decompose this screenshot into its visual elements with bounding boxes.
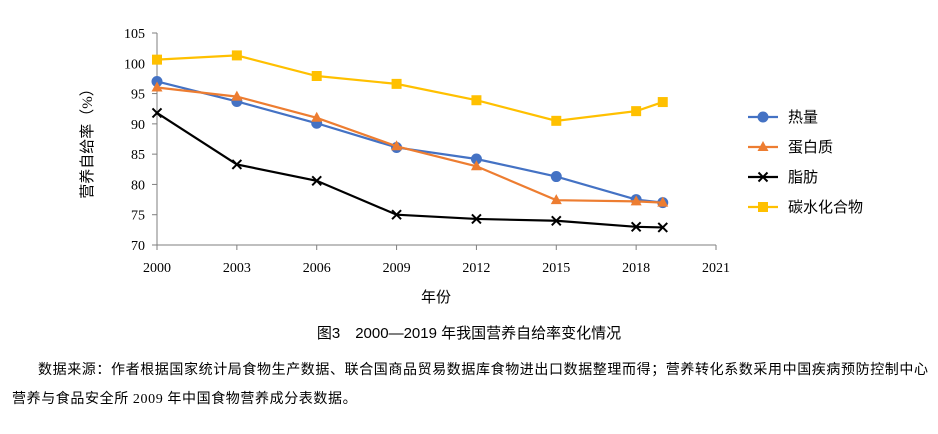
legend-marker — [758, 202, 768, 212]
y-tick-label: 95 — [131, 88, 145, 103]
data-point — [231, 90, 243, 101]
series-3 — [152, 50, 668, 126]
y-tick-label: 105 — [124, 27, 145, 42]
x-axis-label: 年份 — [421, 289, 451, 306]
series-1 — [151, 81, 669, 207]
data-point — [231, 50, 242, 61]
legend-marker — [757, 111, 769, 123]
legend-marker — [757, 141, 769, 151]
legend-item: 蛋白质 — [748, 139, 833, 156]
y-axis-label: 营养自给率（%） — [79, 81, 96, 199]
source-note-text: 数据来源：作者根据国家统计局食物生产数据、联合国商品贸易数据库食物进出口数据整理… — [12, 363, 929, 407]
data-point — [657, 196, 669, 207]
data-point — [391, 140, 403, 151]
series-2 — [151, 107, 668, 233]
data-point — [151, 81, 163, 92]
chart-axes — [156, 33, 716, 246]
data-point — [551, 115, 562, 126]
source-note: 数据来源：作者根据国家统计局食物生产数据、联合国商品贸易数据库食物进出口数据整理… — [12, 356, 932, 414]
y-tick-label: 80 — [131, 178, 145, 193]
data-point — [470, 160, 482, 171]
legend-label: 碳水化合物 — [788, 199, 863, 216]
data-point — [152, 54, 162, 65]
x-tick-label: 2015 — [542, 261, 570, 276]
x-tick-label: 2000 — [143, 261, 171, 276]
line-chart: 70 75 80 85 90 95 100 105 2000 2003 2006 2009 2012 20… — [79, 27, 863, 306]
legend-item: 碳水化合物 — [748, 199, 863, 216]
data-point — [631, 106, 642, 117]
chart-series — [151, 50, 669, 233]
series-line — [156, 112, 663, 229]
x-tick-label: 2012 — [462, 261, 490, 276]
x-tick-label: 2003 — [223, 261, 251, 276]
figure-caption: 图3 2000—2019 年我国营养自给率变化情况 — [316, 325, 622, 342]
chart-ticks: 70 75 80 85 90 95 100 105 2000 2003 2006 2009 2012 20… — [124, 27, 730, 276]
data-point — [231, 159, 243, 170]
series-line — [156, 54, 664, 122]
data-point — [151, 107, 163, 119]
series-line — [156, 80, 663, 204]
x-tick-label: 2018 — [622, 261, 650, 276]
data-point — [657, 97, 668, 108]
data-point — [630, 195, 642, 206]
data-point — [391, 78, 402, 89]
data-point — [471, 95, 482, 106]
x-tick-label: 2021 — [702, 261, 730, 276]
y-tick-label: 70 — [131, 239, 145, 254]
data-point — [311, 71, 322, 82]
legend-marker — [757, 171, 769, 183]
data-point — [311, 111, 323, 122]
data-point — [550, 171, 562, 183]
y-tick-label: 75 — [131, 209, 145, 224]
data-point — [657, 222, 668, 233]
data-point — [630, 221, 642, 233]
x-tick-label: 2006 — [303, 261, 331, 276]
y-tick-label: 90 — [131, 118, 145, 133]
legend-label: 热量 — [788, 109, 818, 126]
data-point — [551, 215, 562, 226]
data-point — [550, 194, 562, 205]
y-tick-label: 100 — [124, 57, 145, 72]
x-tick-label: 2009 — [383, 261, 411, 276]
data-point — [471, 213, 482, 225]
legend-item: 热量 — [748, 109, 818, 126]
series-line — [156, 86, 663, 204]
legend-label: 脂肪 — [788, 169, 818, 186]
legend-label: 蛋白质 — [788, 139, 833, 156]
data-point — [311, 175, 322, 187]
legend-item: 脂肪 — [748, 169, 818, 186]
data-point — [391, 209, 402, 220]
y-tick-label: 85 — [131, 148, 145, 163]
